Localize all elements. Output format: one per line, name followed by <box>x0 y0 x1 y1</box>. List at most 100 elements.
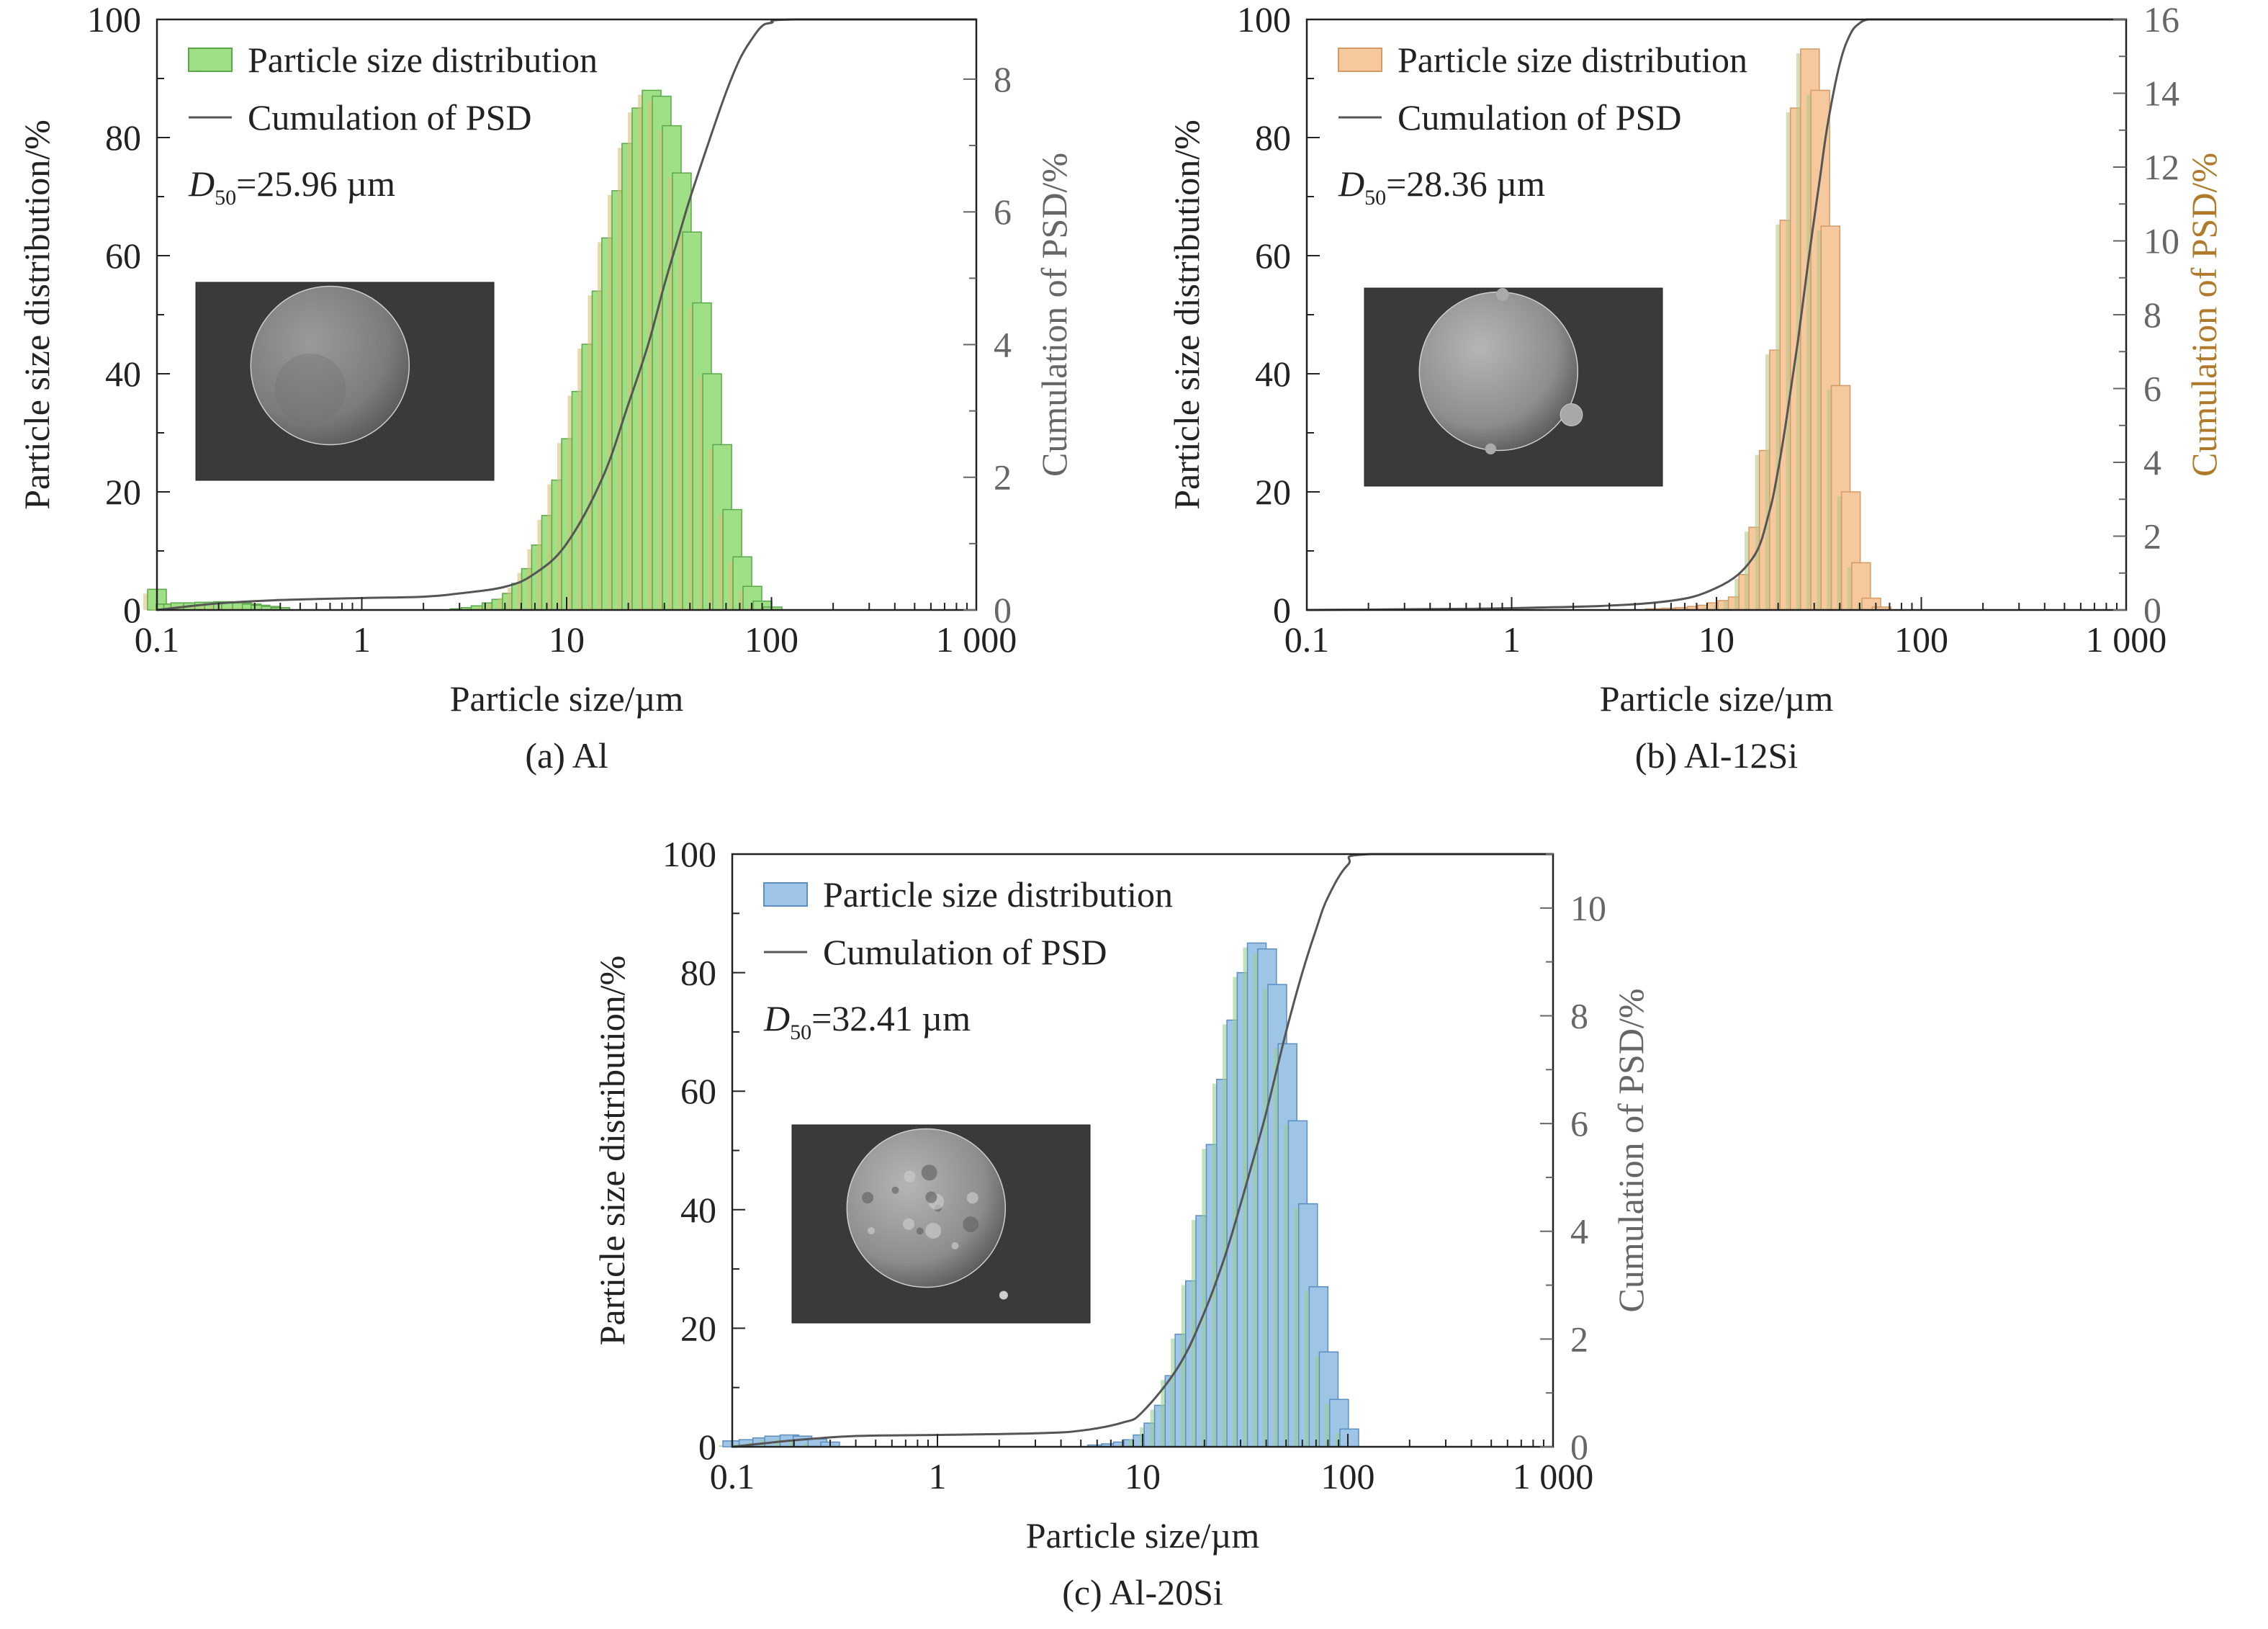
y-tick-label: 80 <box>105 117 141 158</box>
x-tick-label: 0.1 <box>135 619 180 660</box>
y-tick-label: 0 <box>1273 590 1291 630</box>
y2-tick-label: 6 <box>994 192 1012 232</box>
x-axis: 0.1 1 10 100 1 000 Particle size/µm <box>1284 597 2167 719</box>
d50-annotation: D50=25.96 µm <box>188 163 395 210</box>
y-axis-right: 0 2 4 6 8 10 12 14 16 Cumulation of PSD/% <box>2113 0 2224 630</box>
y-tick-label: 40 <box>680 1190 716 1230</box>
y-tick-label: 100 <box>87 0 141 40</box>
x-tick-label: 1 <box>929 1456 947 1496</box>
x-tick-label: 100 <box>744 619 798 660</box>
panel-caption: (c) Al-20Si <box>1062 1572 1223 1612</box>
y2-tick-label: 12 <box>2143 147 2179 187</box>
x-tick-label: 1 000 <box>936 619 1017 660</box>
y2-tick-label: 0 <box>2143 590 2161 630</box>
y-tick-label: 20 <box>680 1308 716 1348</box>
x-axis-label: Particle size/µm <box>450 678 684 719</box>
y-axis-label: Particle size distribution/% <box>1166 120 1207 510</box>
y2-tick-label: 0 <box>994 590 1012 630</box>
y2-tick-label: 2 <box>994 457 1012 498</box>
y-tick-label: 0 <box>123 590 141 630</box>
x-tick-label: 0.1 <box>710 1456 755 1496</box>
d50-annotation: D50=28.36 µm <box>1338 163 1545 210</box>
d50-annotation: D50=32.41 µm <box>763 998 971 1044</box>
x-axis-label: Particle size/µm <box>1600 678 1834 719</box>
panel-caption: (b) Al-12Si <box>1635 735 1798 776</box>
y2-tick-label: 4 <box>994 324 1012 364</box>
x-tick-label: 1 000 <box>1513 1456 1594 1496</box>
y2-tick-label: 8 <box>1570 995 1588 1036</box>
powder-particle <box>846 1128 1007 1288</box>
y2-axis-label: Cumulation of PSD/% <box>1034 153 1074 477</box>
x-tick-label: 10 <box>549 619 585 660</box>
y-axis-left: 0 20 40 60 80 100 Particle size distribution/% <box>17 0 170 630</box>
legend: Particle size distribution Cumulation of … <box>763 874 1173 972</box>
legend-bar-swatch <box>188 48 233 72</box>
cumulation-curve <box>156 18 976 611</box>
legend: Particle size distribution Cumulation of … <box>188 40 598 138</box>
x-tick-label: 0.1 <box>1284 619 1330 660</box>
x-axis: 0.1 1 10 100 1 000 Particle size/µm <box>135 597 1017 719</box>
y2-tick-label: 10 <box>1570 888 1606 928</box>
y-tick-label: 0 <box>698 1427 716 1467</box>
x-axis: 0.1 1 10 100 1 000 Particle size/µm <box>710 1434 1594 1556</box>
y-axis-right: 0 2 4 6 8 Cumulation of PSD/% <box>963 59 1074 630</box>
y2-tick-label: 6 <box>1570 1103 1588 1144</box>
y-tick-label: 40 <box>1255 354 1291 394</box>
y-axis-label: Particle size distribution/% <box>592 956 632 1346</box>
x-tick-label: 100 <box>1321 1456 1375 1496</box>
legend-line-label: Cumulation of PSD <box>248 97 531 138</box>
y-tick-label: 80 <box>680 953 716 993</box>
y2-tick-label: 4 <box>1570 1211 1588 1252</box>
legend: Particle size distribution Cumulation of … <box>1338 40 1747 138</box>
y2-tick-label: 2 <box>2143 516 2161 557</box>
y-tick-label: 60 <box>105 235 141 276</box>
sem-inset-image <box>1364 287 1663 487</box>
x-tick-label: 10 <box>1698 619 1734 660</box>
y-axis-left: 0 20 40 60 80 100 Particle size distribution/% <box>1166 0 1320 630</box>
x-tick-label: 1 000 <box>2086 619 2167 660</box>
y-tick-label: 60 <box>1255 235 1291 276</box>
y2-tick-label: 16 <box>2143 0 2179 40</box>
y2-tick-label: 8 <box>994 59 1012 99</box>
psd-bars <box>1644 48 1892 611</box>
y-tick-label: 80 <box>1255 117 1291 158</box>
x-tick-label: 1 <box>353 619 371 660</box>
sem-inset-image <box>195 282 495 481</box>
y2-tick-label: 6 <box>2143 369 2161 409</box>
y-axis-right: 0 2 4 6 8 10 Cumulation of PSD/% <box>1540 853 1651 1467</box>
y2-tick-label: 14 <box>2143 73 2179 114</box>
legend-bar-label: Particle size distribution <box>823 874 1173 915</box>
y-tick-label: 100 <box>662 834 716 874</box>
panel-caption: (a) Al <box>525 735 608 776</box>
y2-axis-label: Cumulation of PSD/% <box>1611 988 1651 1312</box>
psd-bars <box>143 89 783 611</box>
legend-bar-swatch <box>1338 48 1382 72</box>
powder-particle <box>1418 291 1579 452</box>
y2-axis-label: Cumulation of PSD/% <box>2184 153 2224 477</box>
cumulation-curve <box>732 853 1553 1448</box>
y2-tick-label: 4 <box>2143 442 2161 483</box>
y-tick-label: 100 <box>1237 0 1291 40</box>
y2-tick-label: 10 <box>2143 221 2179 261</box>
y-tick-label: 60 <box>680 1071 716 1111</box>
y-tick-label: 40 <box>105 354 141 394</box>
legend-bar-label: Particle size distribution <box>248 40 598 80</box>
y2-tick-label: 2 <box>1570 1319 1588 1359</box>
x-axis-label: Particle size/µm <box>1026 1515 1260 1556</box>
x-tick-label: 100 <box>1894 619 1948 660</box>
sem-inset-image <box>791 1124 1091 1324</box>
x-tick-label: 10 <box>1125 1456 1161 1496</box>
legend-line-label: Cumulation of PSD <box>823 932 1107 972</box>
psd-bar <box>1339 1428 1359 1448</box>
x-tick-label: 1 <box>1503 619 1521 660</box>
powder-particle <box>250 285 410 446</box>
y2-tick-label: 8 <box>2143 295 2161 335</box>
y-tick-label: 20 <box>105 472 141 512</box>
y-tick-label: 20 <box>1255 472 1291 512</box>
y2-tick-label: 0 <box>1570 1427 1588 1467</box>
y-axis-label: Particle size distribution/% <box>17 120 57 510</box>
